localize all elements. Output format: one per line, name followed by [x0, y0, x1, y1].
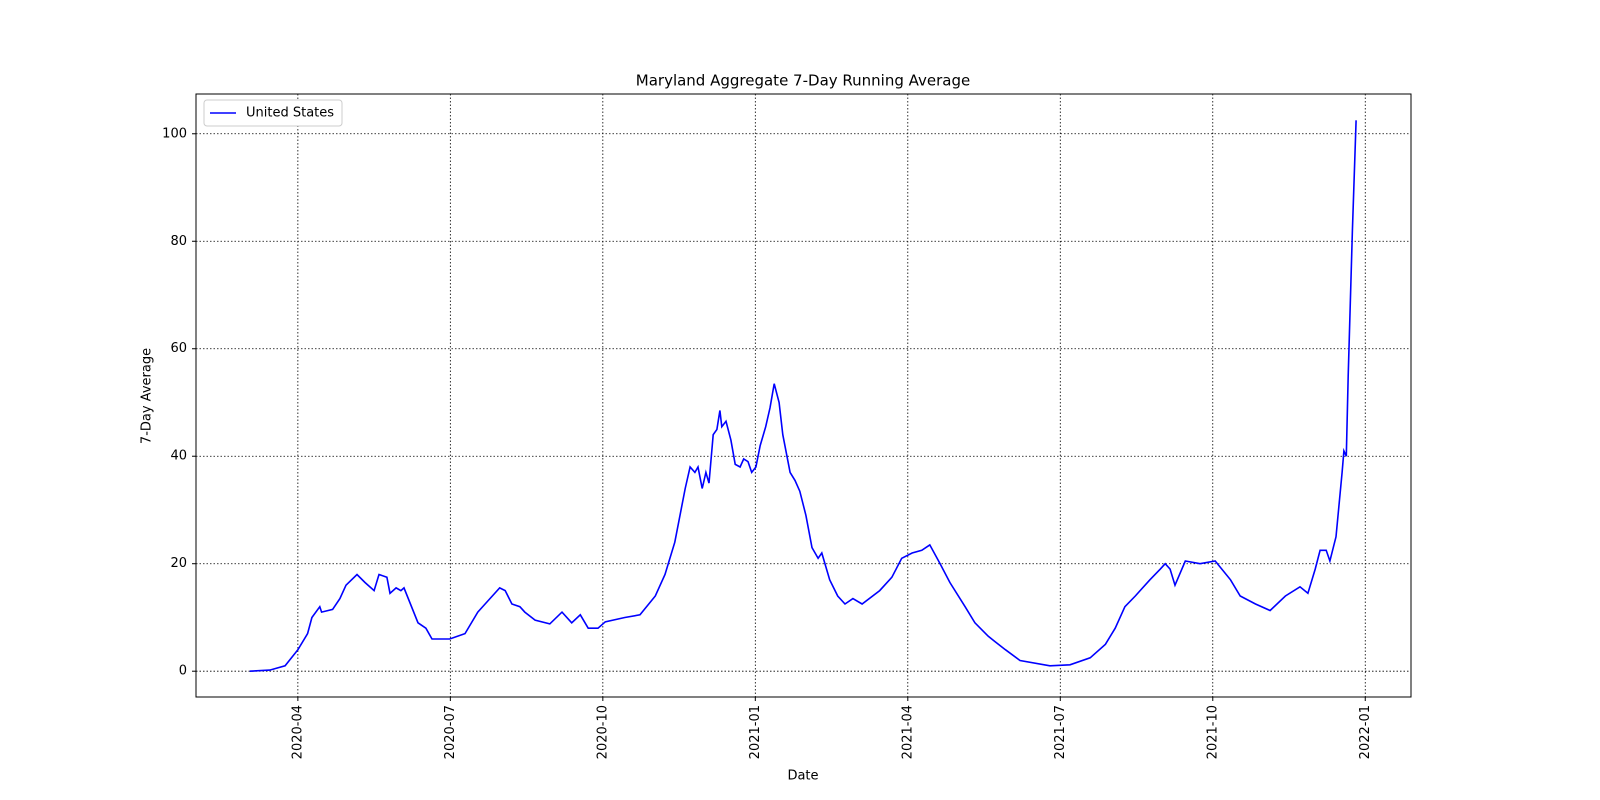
y-tick-label: 60 — [170, 341, 187, 356]
x-tick-label: 2020-07 — [443, 705, 458, 759]
x-tick-label: 2021-01 — [748, 705, 763, 759]
data-line — [249, 120, 1357, 672]
chart-title: Maryland Aggregate 7-Day Running Average — [636, 72, 970, 90]
x-tick-label: 2020-04 — [290, 705, 305, 759]
x-tick-label: 2020-10 — [595, 705, 610, 759]
legend-box — [203, 99, 343, 127]
plot-frame — [195, 93, 1412, 698]
x-axis-label: Date — [787, 769, 818, 784]
y-tick-label: 40 — [170, 449, 187, 464]
y-axis-label: 7-Day Average — [140, 348, 155, 444]
x-tick-label: 2021-07 — [1053, 705, 1068, 759]
x-tick-label: 2021-10 — [1205, 705, 1220, 759]
y-tick-label: 20 — [170, 556, 187, 571]
legend-label: United States — [246, 106, 334, 121]
y-tick-label: 100 — [162, 126, 187, 141]
x-tick-label: 2021-04 — [900, 705, 915, 759]
x-tick-label: 2022-01 — [1358, 705, 1373, 759]
y-tick-label: 0 — [179, 664, 187, 679]
y-tick-label: 80 — [170, 234, 187, 249]
